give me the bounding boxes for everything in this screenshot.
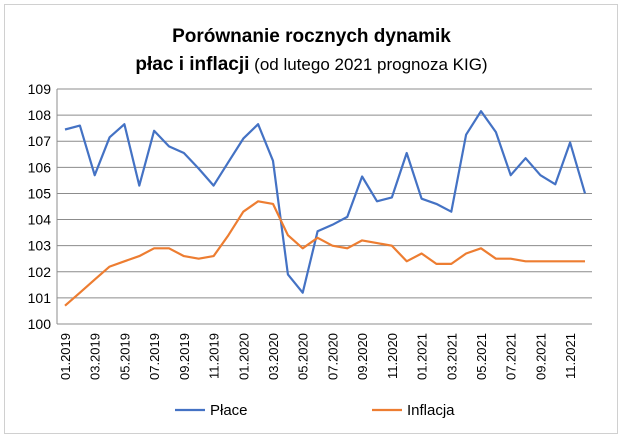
x-tick-label: 05.2021 [474,333,489,380]
y-tick-label: 107 [28,133,52,149]
y-tick-label: 103 [28,238,52,254]
y-tick-label: 106 [28,159,52,175]
x-tick-label: 11.2019 [207,333,222,379]
chart-frame [4,4,618,434]
x-tick-label: 09.2019 [177,333,192,380]
x-tick-label: 11.2021 [563,333,578,379]
y-tick-label: 108 [28,107,52,123]
x-tick-label: 03.2021 [444,333,459,380]
legend-label: Płace [210,402,248,419]
chart-title-note: (od lutego 2021 prognoza KIG) [249,55,488,74]
x-tick-label: 03.2020 [266,333,281,380]
y-tick-label: 101 [28,290,52,306]
x-tick-label: 07.2020 [325,333,340,380]
x-tick-label: 09.2020 [355,333,370,380]
x-tick-label: 01.2020 [236,333,251,380]
legend-label: Inflacja [407,402,455,419]
y-tick-label: 105 [28,185,52,201]
chart-title-line1: Porównanie rocznych dynamik [172,26,451,47]
x-tick-label: 11.2020 [385,333,400,379]
x-tick-label: 01.2019 [58,333,73,380]
series-line-place [64,110,587,294]
y-tick-label: 109 [28,81,52,97]
y-tick-label: 100 [28,316,52,332]
series-line-inflacja [64,200,585,307]
x-tick-label: 07.2021 [504,333,519,380]
chart-title-line2: płac i inflacji (od lutego 2021 prognoza… [0,54,623,76]
x-tick-label: 03.2019 [88,333,103,380]
chart-title-bold: płac i inflacji [135,54,250,75]
x-tick-label: 01.2021 [415,333,430,380]
y-tick-label: 104 [28,212,52,228]
x-tick-label: 07.2019 [147,333,162,380]
x-tick-label: 05.2019 [117,333,132,380]
y-tick-label: 102 [28,264,52,280]
x-tick-label: 05.2020 [296,333,311,380]
x-tick-label: 09.2021 [533,333,548,380]
